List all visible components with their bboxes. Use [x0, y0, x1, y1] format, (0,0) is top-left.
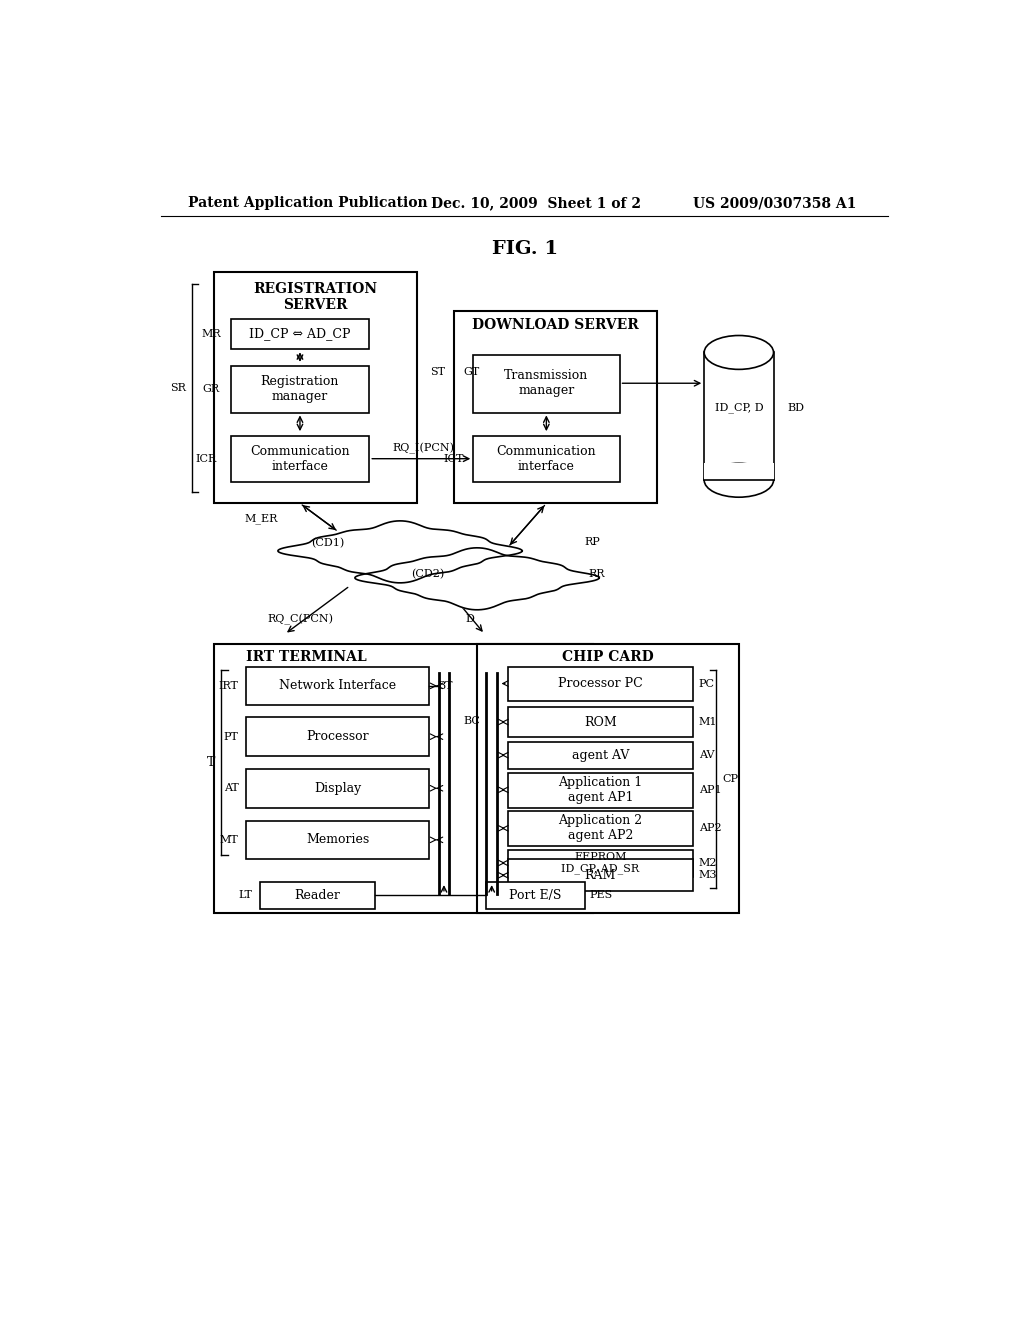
Bar	[486, 882, 585, 909]
Text: BD: BD	[787, 403, 805, 413]
Bar	[508, 812, 692, 846]
Text: LT: LT	[239, 890, 252, 900]
Text: PES: PES	[590, 890, 612, 900]
Text: agent AV: agent AV	[571, 748, 629, 762]
Text: Communication
interface: Communication interface	[250, 445, 350, 473]
Text: Display: Display	[314, 781, 361, 795]
Text: AP2: AP2	[698, 824, 722, 833]
Text: ROM: ROM	[584, 715, 616, 729]
Text: CP: CP	[722, 774, 738, 784]
Text: Patent Application Publication: Patent Application Publication	[188, 197, 428, 210]
Text: IRT: IRT	[218, 681, 239, 690]
Text: M1: M1	[698, 717, 718, 727]
Text: ICR: ICR	[196, 454, 217, 463]
Bar	[260, 882, 376, 909]
Text: DOWNLOAD SERVER: DOWNLOAD SERVER	[472, 318, 639, 331]
Ellipse shape	[705, 335, 773, 370]
Text: REGISTRATION
SERVER: REGISTRATION SERVER	[253, 282, 378, 312]
Bar	[508, 859, 692, 891]
Text: (CD2): (CD2)	[412, 569, 444, 579]
Bar	[246, 821, 429, 859]
Text: AP1: AP1	[698, 785, 722, 795]
Bar	[214, 644, 593, 913]
Bar	[508, 706, 692, 738]
Text: Port E/S: Port E/S	[509, 888, 562, 902]
Text: FIG. 1: FIG. 1	[492, 240, 558, 259]
Text: M3: M3	[698, 870, 718, 880]
Text: MR: MR	[202, 329, 221, 339]
Text: Dec. 10, 2009  Sheet 1 of 2: Dec. 10, 2009 Sheet 1 of 2	[431, 197, 641, 210]
Text: (CD1): (CD1)	[311, 539, 345, 549]
Text: D: D	[466, 614, 474, 624]
Bar	[508, 742, 692, 770]
Text: BC: BC	[463, 715, 480, 726]
Bar	[454, 312, 657, 503]
Bar	[473, 355, 620, 412]
Text: ID_CP ⇔ AD_CP: ID_CP ⇔ AD_CP	[249, 327, 350, 341]
Bar	[246, 770, 429, 808]
Bar	[473, 436, 620, 482]
Text: M_ER: M_ER	[245, 513, 278, 524]
Text: SR: SR	[170, 383, 186, 393]
Text: RR: RR	[589, 569, 605, 579]
Text: Application 2
agent AP2: Application 2 agent AP2	[558, 814, 642, 842]
Bar	[214, 272, 417, 503]
Text: ST: ST	[430, 367, 444, 378]
Text: BT: BT	[437, 681, 453, 690]
Polygon shape	[278, 521, 522, 583]
Text: Network Interface: Network Interface	[280, 680, 396, 693]
Bar	[508, 774, 692, 808]
Bar	[246, 718, 429, 756]
Text: EEPROM
ID_CP, AD_SR: EEPROM ID_CP, AD_SR	[561, 851, 639, 874]
Polygon shape	[355, 548, 599, 610]
Text: M2: M2	[698, 858, 718, 869]
Text: PT: PT	[223, 731, 239, 742]
Text: GT: GT	[463, 367, 479, 378]
Text: ID_CP, D: ID_CP, D	[715, 403, 763, 413]
Bar	[705, 463, 773, 480]
Bar	[508, 667, 692, 701]
Text: MT: MT	[219, 834, 239, 845]
Text: Reader: Reader	[295, 888, 341, 902]
Text: RAM: RAM	[585, 869, 616, 882]
Bar	[246, 667, 429, 705]
Bar	[230, 436, 370, 482]
Ellipse shape	[705, 463, 773, 498]
Text: RP: RP	[585, 537, 601, 546]
Text: Application 1
agent AP1: Application 1 agent AP1	[558, 776, 642, 804]
Text: GR: GR	[202, 384, 219, 395]
Text: Processor: Processor	[306, 730, 369, 743]
Bar	[477, 644, 739, 913]
Bar	[508, 850, 692, 876]
Text: ICT: ICT	[443, 454, 464, 463]
Text: Transmission
manager: Transmission manager	[504, 370, 589, 397]
Text: T: T	[207, 756, 215, 770]
Text: Processor PC: Processor PC	[558, 677, 643, 690]
Text: US 2009/0307358 A1: US 2009/0307358 A1	[692, 197, 856, 210]
Text: Registration
manager: Registration manager	[261, 375, 339, 404]
Text: RQ_C(PCN): RQ_C(PCN)	[267, 614, 334, 624]
Text: Memories: Memories	[306, 833, 370, 846]
Bar	[230, 318, 370, 350]
Text: CHIP CARD: CHIP CARD	[562, 651, 654, 664]
Text: AT: AT	[223, 783, 239, 793]
Text: IRT TERMINAL: IRT TERMINAL	[246, 651, 367, 664]
Text: Communication
interface: Communication interface	[497, 445, 596, 473]
Text: RQ_I(PCN): RQ_I(PCN)	[392, 442, 455, 454]
Bar	[230, 366, 370, 412]
Text: PC: PC	[698, 678, 715, 689]
Text: AV: AV	[698, 750, 715, 760]
